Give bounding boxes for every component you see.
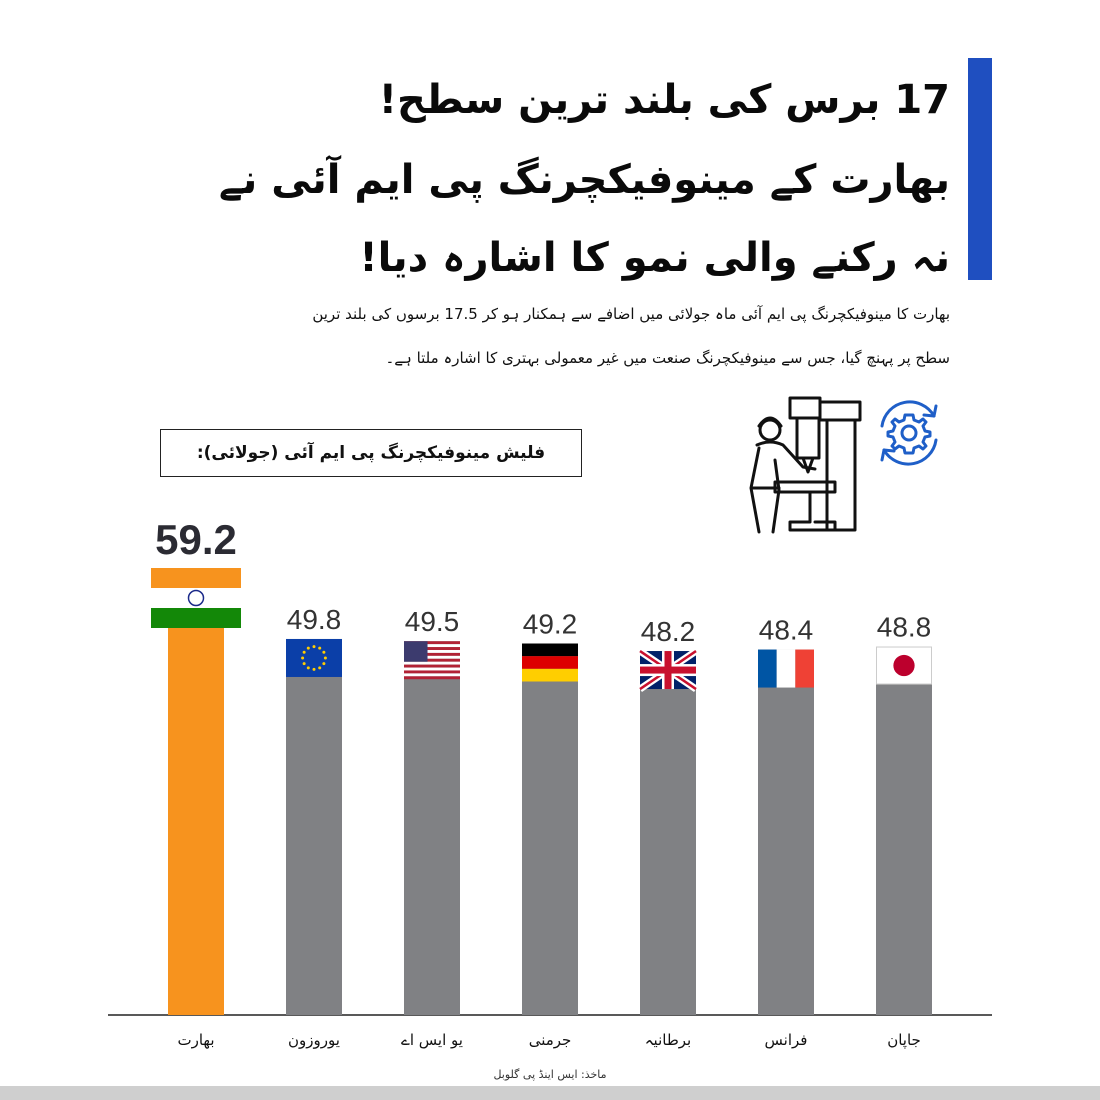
value-label: 48.8 [877,612,932,643]
legend-box: فلیش مینوفیکچرنگ پی ایم آئی (جولائی): [160,429,582,477]
flag-france-icon [758,649,814,688]
category-label: برطانیہ [645,1031,691,1049]
flag-eu-icon [286,638,342,677]
bar-france [758,649,814,1015]
bar-usa [404,641,460,1015]
flag-japan-icon [876,646,932,685]
flag-germany-icon [522,643,578,682]
bar-japan [876,646,932,1015]
value-label: 49.2 [523,609,578,640]
headline-line-1: 17 برس کی بلند ترین سطح! [378,77,950,123]
bottom-strip [0,1086,1100,1100]
category-label: بھارت [177,1031,214,1049]
category-label: جاپان [887,1031,921,1050]
headline-line-3: نہ رکنے والی نمو کا اشارہ دیا! [359,235,950,281]
category-label: فرانس [765,1031,808,1049]
accent-bar [968,58,992,280]
value-label: 48.4 [759,615,814,646]
flag-india-icon [151,568,241,628]
flag-uk-icon [638,648,698,692]
source-note: ماخذ: ایس اینڈ پی گلوبل [493,1068,607,1081]
bar-germany [522,643,578,1015]
factory-worker-icon [749,396,862,534]
gear-cycle-icon [880,400,938,466]
value-label: 49.5 [405,606,460,637]
value-label: 59.2 [155,516,237,563]
bar-uk [640,651,696,1015]
headline-line-2: بھارت کے مینوفیکچرنگ پی ایم آئی نے [218,157,950,203]
bar-eu [286,638,342,1015]
value-label: 49.8 [287,604,342,635]
subtitle: بھارت کا مینوفیکچرنگ پی ایم آئی ماہ جولا… [312,305,950,367]
category-label: جرمنی [529,1031,572,1049]
flag-usa-icon [404,641,460,680]
legend-label: فلیش مینوفیکچرنگ پی ایم آئی (جولائی): [196,443,546,463]
value-label: 48.2 [641,616,696,647]
category-label: یو ایس اے [401,1031,463,1049]
category-label: یوروزون [288,1031,340,1049]
bar-india [168,568,224,1015]
